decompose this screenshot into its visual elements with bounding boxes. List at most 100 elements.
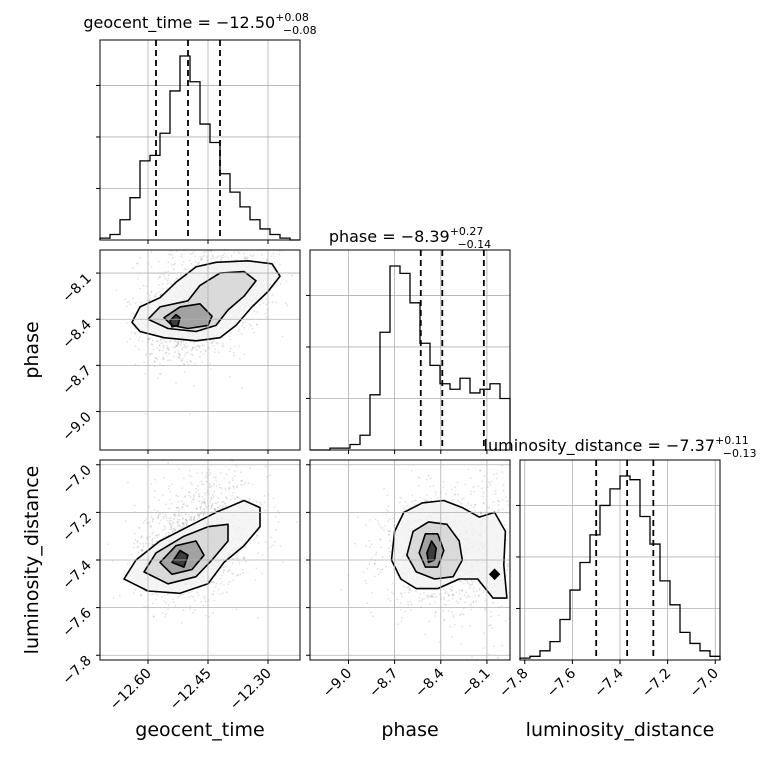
scatter-point — [169, 490, 172, 493]
scatter-point — [166, 282, 169, 285]
scatter-point — [271, 255, 273, 257]
scatter-point — [424, 633, 427, 636]
scatter-point — [204, 600, 207, 603]
x-tick-label: −12.45 — [167, 666, 215, 714]
scatter-point — [141, 549, 144, 552]
scatter-point — [166, 593, 169, 596]
scatter-point — [170, 502, 173, 505]
scatter-point — [407, 600, 409, 603]
scatter-point — [475, 600, 477, 602]
scatter-point — [419, 593, 421, 595]
scatter-point — [210, 342, 213, 345]
scatter-point — [480, 512, 483, 515]
scatter-point — [374, 518, 377, 521]
scatter-point — [165, 601, 168, 604]
scatter-point — [128, 300, 131, 303]
scatter-point — [295, 520, 298, 523]
scatter-point — [130, 553, 133, 556]
scatter-point — [203, 597, 206, 600]
scatter-point — [259, 230, 261, 232]
scatter-point — [407, 585, 410, 588]
scatter-point — [178, 468, 181, 470]
scatter-point — [192, 251, 195, 254]
scatter-point — [400, 497, 403, 500]
scatter-point — [224, 502, 226, 505]
scatter-point — [227, 583, 230, 586]
scatter-point — [205, 506, 208, 509]
scatter-point — [469, 477, 472, 480]
scatter-point — [152, 616, 155, 618]
scatter-point — [178, 518, 181, 521]
scatter-point — [180, 527, 183, 530]
scatter-point — [158, 499, 161, 501]
scatter-point — [212, 339, 215, 342]
scatter-point — [373, 575, 376, 578]
scatter-point — [210, 257, 213, 260]
scatter-point — [490, 480, 493, 483]
scatter-point — [433, 592, 436, 595]
scatter-point — [428, 620, 431, 623]
scatter-point — [154, 536, 156, 539]
scatter-point — [225, 565, 227, 568]
scatter-point — [166, 344, 168, 347]
scatter-point — [179, 340, 182, 343]
scatter-point — [145, 353, 148, 356]
scatter-point — [497, 614, 500, 617]
scatter-point — [419, 496, 422, 499]
scatter-point — [242, 571, 245, 574]
scatter-point — [202, 514, 205, 517]
scatter-point — [139, 542, 142, 545]
scatter-point — [138, 526, 141, 529]
scatter-point — [237, 574, 240, 576]
scatter-point — [423, 597, 426, 600]
scatter-point — [173, 280, 176, 283]
scatter-point — [181, 521, 184, 524]
scatter-point — [200, 480, 203, 483]
scatter-point — [158, 291, 160, 294]
scatter-point — [213, 599, 216, 602]
density-layer — [115, 230, 293, 416]
scatter-point — [185, 268, 187, 270]
scatter-point — [181, 518, 184, 520]
scatter-point — [124, 520, 127, 522]
scatter-point — [202, 512, 205, 515]
scatter-point — [221, 592, 224, 595]
scatter-point — [197, 345, 200, 348]
scatter-point — [231, 495, 234, 497]
scatter-point — [178, 524, 181, 527]
scatter-point — [139, 594, 142, 597]
scatter-point — [477, 485, 480, 488]
scatter-point — [472, 506, 475, 508]
scatter-point — [472, 601, 475, 604]
scatter-point — [181, 517, 184, 520]
scatter-point — [129, 338, 132, 341]
scatter-point — [200, 258, 203, 260]
scatter-point — [511, 545, 513, 547]
scatter-point — [490, 610, 492, 613]
scatter-point — [233, 470, 236, 473]
scatter-point — [445, 493, 447, 495]
scatter-point — [229, 347, 232, 350]
scatter-point — [188, 474, 191, 477]
scatter-point — [492, 601, 495, 604]
scatter-point — [281, 335, 284, 338]
scatter-point — [201, 510, 204, 513]
scatter-point — [392, 517, 395, 519]
scatter-point — [133, 332, 136, 335]
scatter-point — [178, 515, 180, 517]
scatter-point — [249, 466, 251, 469]
scatter-point — [158, 349, 161, 352]
histogram-step — [99, 55, 300, 241]
scatter-point — [183, 363, 185, 365]
scatter-point — [220, 501, 223, 504]
scatter-point — [185, 524, 188, 527]
scatter-point — [449, 625, 451, 628]
scatter-point — [180, 512, 183, 515]
scatter-point — [469, 490, 472, 493]
scatter-point — [176, 345, 178, 347]
scatter-point — [203, 344, 206, 347]
contour-line — [406, 521, 464, 580]
scatter-point — [169, 517, 172, 520]
scatter-point — [479, 469, 482, 472]
scatter-point — [256, 310, 259, 313]
